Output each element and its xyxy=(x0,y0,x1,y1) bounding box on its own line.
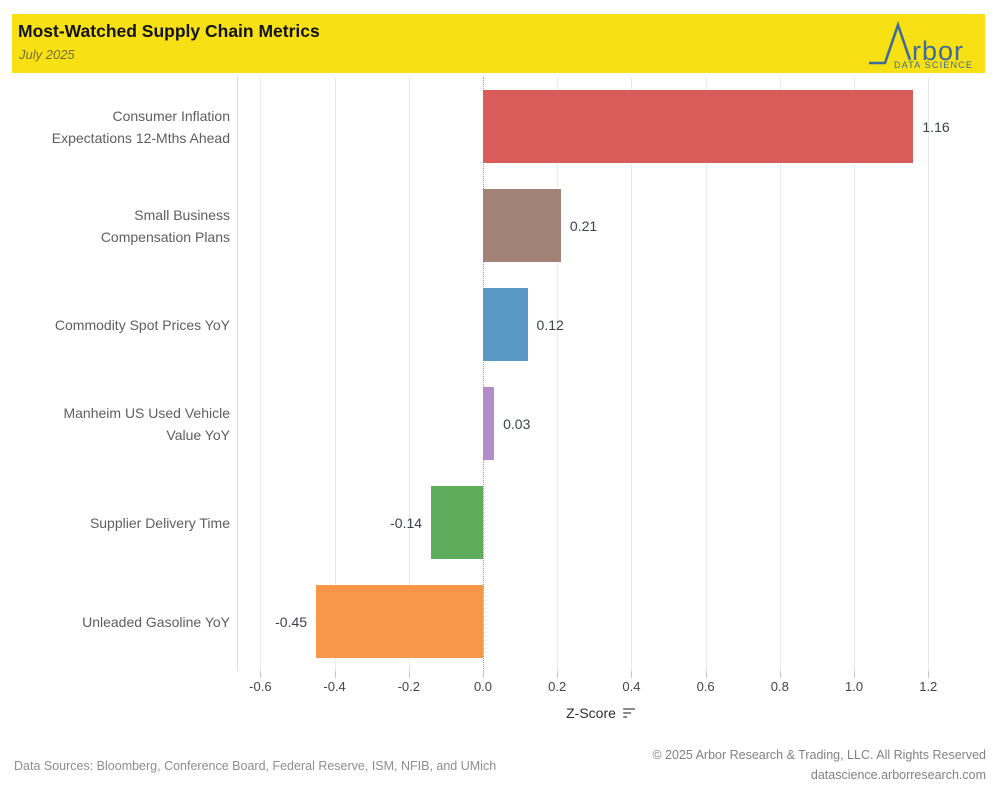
logo-wordmark: rbor xyxy=(912,36,964,66)
category-label-line: Unleaded Gasoline YoY xyxy=(82,613,230,630)
category-label: Consumer Inflation Expectations 12-Mths A… xyxy=(0,77,230,176)
axis-tick-label: 1.2 xyxy=(919,679,938,694)
axis-tick xyxy=(260,671,262,678)
category-label-line: Consumer Inflation xyxy=(112,107,230,124)
value-label: -0.45 xyxy=(275,613,308,630)
value-label: 0.21 xyxy=(569,217,598,234)
value-label: 0.03 xyxy=(503,415,531,432)
bar-3[interactable] xyxy=(483,387,495,460)
axis-tick xyxy=(334,671,336,678)
gridline xyxy=(705,77,707,671)
axis-tick-label: 0.6 xyxy=(696,679,715,694)
data-sources-note: Data Sources: Bloomberg, Conference Boar… xyxy=(14,759,497,773)
gridline xyxy=(408,77,410,671)
plot-left-border xyxy=(237,77,238,671)
category-label: Supplier Delivery Time xyxy=(0,473,230,572)
category-label: Manheim US Used Vehicle Value YoY xyxy=(0,374,230,473)
logo-peak-icon xyxy=(869,20,912,64)
category-label: Unleaded Gasoline YoY xyxy=(0,572,230,671)
axis-tick xyxy=(779,671,781,678)
gridline xyxy=(260,77,262,671)
category-label-line: Compensation Plans xyxy=(100,228,230,245)
gridline xyxy=(631,77,633,671)
bar-2[interactable] xyxy=(483,288,528,361)
page-subtitle: July 2025 xyxy=(19,47,75,62)
axis-tick-label: 0.2 xyxy=(548,679,567,694)
axis-tick xyxy=(928,671,930,678)
axis-tick xyxy=(705,671,707,678)
axis-tick xyxy=(631,671,633,678)
value-label: 0.12 xyxy=(536,316,564,333)
gridline xyxy=(557,77,559,671)
axis-tick xyxy=(408,671,410,678)
page-title: Most-Watched Supply Chain Metrics xyxy=(18,21,320,41)
value-label: -0.14 xyxy=(390,514,423,531)
bar-4[interactable] xyxy=(431,486,483,559)
gridline xyxy=(334,77,336,671)
zero-baseline xyxy=(483,77,484,671)
gridline xyxy=(779,77,781,671)
copyright-text: © 2025 Arbor Research & Trading, LLC. Al… xyxy=(652,748,986,762)
axis-tick-label: -0.2 xyxy=(397,679,420,694)
category-label-line: Expectations 12-Mths Ahead xyxy=(51,129,230,146)
category-label-line: Supplier Delivery Time xyxy=(89,514,230,531)
bar-0[interactable] xyxy=(483,90,914,163)
axis-tick-label: 0.8 xyxy=(770,679,789,694)
category-label-line: Manheim US Used Vehicle xyxy=(63,404,230,421)
axis-tick xyxy=(483,671,484,678)
website-link[interactable]: datascience.arborresearch.com xyxy=(810,768,986,782)
x-axis-title: Z-Score xyxy=(566,705,636,721)
gridline xyxy=(854,77,856,671)
gridline xyxy=(928,77,930,671)
sort-descending-icon[interactable] xyxy=(622,707,636,719)
logo-tagline: DATA SCIENCE xyxy=(894,60,973,69)
category-label: Small Business Compensation Plans xyxy=(0,176,230,275)
category-label-line: Commodity Spot Prices YoY xyxy=(54,316,230,333)
arbor-logo: rbor DATA SCIENCE xyxy=(869,20,973,69)
x-axis-title-text: Z-Score xyxy=(566,705,616,721)
axis-tick xyxy=(854,671,856,678)
category-label-line: Value YoY xyxy=(166,426,230,443)
axis-tick-label: 0.4 xyxy=(622,679,641,694)
axis-tick-label: 0.0 xyxy=(473,679,493,694)
header-banner: Most-Watched Supply Chain Metrics July 2… xyxy=(12,14,985,73)
axis-tick-label: -0.6 xyxy=(249,679,272,694)
category-label-line: Small Business xyxy=(134,206,230,223)
bar-1[interactable] xyxy=(483,189,561,262)
copyright-block: © 2025 Arbor Research & Trading, LLC. Al… xyxy=(652,745,986,785)
value-label: 1.16 xyxy=(922,118,950,135)
bar-5[interactable] xyxy=(316,585,483,658)
category-label: Commodity Spot Prices YoY xyxy=(0,275,230,374)
axis-tick-label: -0.4 xyxy=(323,679,346,694)
axis-tick-label: 1.0 xyxy=(845,679,864,694)
axis-tick xyxy=(557,671,559,678)
